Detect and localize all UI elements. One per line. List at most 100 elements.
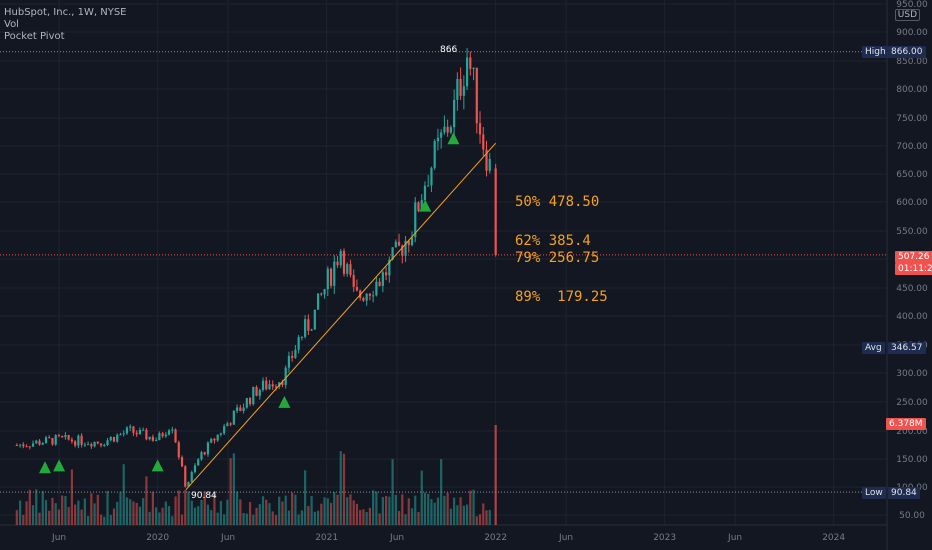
volume-bar (482, 503, 485, 525)
volume-bar (54, 503, 57, 525)
candle-body (404, 240, 407, 256)
candle-body (307, 319, 310, 331)
time-tick-4: Jun (389, 533, 404, 543)
candle-body (436, 137, 440, 142)
candle-body (414, 202, 417, 238)
volume-bar (184, 489, 187, 525)
candle-body (35, 440, 38, 444)
time-tick-0: Jun (51, 533, 66, 543)
candle-body (74, 441, 77, 446)
candle-body (161, 433, 164, 437)
volume-bar (355, 503, 359, 525)
volume-bar (326, 498, 329, 525)
pocket-pivot-signal-4[interactable] (419, 199, 432, 212)
candle-body (57, 435, 61, 437)
candle-body (346, 264, 349, 274)
volume-bar (61, 495, 64, 525)
volume-bar (197, 506, 200, 525)
currency-badge[interactable]: USD (894, 9, 920, 21)
volume-bar (336, 494, 339, 525)
price-tick-5: 700.00 (896, 142, 928, 152)
volume-bar (229, 458, 232, 525)
volume-bar (472, 489, 475, 525)
candle-body (339, 251, 342, 266)
candle-body (184, 466, 187, 487)
candle-body (239, 407, 242, 412)
candle-body (274, 386, 278, 388)
candle-body (443, 126, 446, 133)
volume-bar (423, 492, 427, 525)
fib-89-annotation[interactable]: 89% 179.25 (515, 289, 608, 305)
candle-body (223, 426, 226, 434)
fib-79-annotation[interactable]: 79% 256.75 (515, 250, 600, 266)
candle-body (142, 429, 145, 431)
candle-body (494, 168, 497, 255)
candle-body (401, 245, 404, 256)
candle-body (109, 436, 112, 441)
volume-bar (138, 506, 142, 525)
candle-body (252, 386, 255, 405)
volume-bar (252, 514, 255, 525)
avg-tag-label: Avg (862, 342, 885, 354)
candle-body (155, 440, 158, 442)
volume-bar (235, 491, 239, 525)
candle-body (291, 355, 294, 358)
price-tick-11: 400.00 (896, 312, 928, 322)
candle-body (407, 240, 410, 246)
candle-body (368, 293, 372, 296)
volume-bar (414, 495, 417, 525)
volume-bar (378, 513, 381, 525)
volume-bar (410, 508, 414, 525)
candle-body (106, 440, 109, 446)
trendline[interactable] (185, 142, 497, 491)
price-axis[interactable]: 950.00 900.00 850.00 800.00 750.00 700.00 650.… (896, 0, 928, 521)
volume-bar (320, 503, 323, 525)
volume-bar (200, 499, 203, 525)
volume-bar (349, 494, 352, 525)
fib-62-annotation[interactable]: 62% 385.4 (515, 233, 591, 249)
time-tick-1: 2020 (146, 533, 169, 543)
candle-body (167, 430, 171, 435)
volume-bar (242, 512, 245, 525)
candle-body (410, 237, 414, 246)
candle-body (459, 79, 462, 96)
candle-body (103, 445, 106, 447)
volume-bar (287, 510, 291, 525)
pocket-pivot-signal-0[interactable] (39, 461, 51, 474)
candle-body (456, 79, 459, 100)
time-axis[interactable]: Jun 2020 Jun 2021 Jun 2022 Jun 2023 Jun 2024 (51, 533, 845, 543)
candle-body (38, 440, 41, 445)
volume-bar (485, 510, 488, 525)
candle-body (261, 380, 265, 390)
symbol-title[interactable]: HubSpot, Inc., 1W, NYSE (4, 7, 127, 18)
volume-bar (18, 500, 22, 525)
volume-bar (180, 514, 184, 525)
pocket-pivot-signal-5[interactable] (447, 132, 460, 145)
candle-body (54, 435, 57, 445)
candle-body (375, 281, 378, 296)
volume-indicator-label[interactable]: Vol (4, 19, 19, 30)
price-tick-2: 850.00 (896, 57, 928, 67)
volume-bar (25, 501, 28, 525)
volume-bar (375, 491, 378, 525)
volume-bar (346, 497, 349, 525)
volume-bar (135, 502, 138, 525)
candle-body (310, 329, 313, 331)
pocket-pivot-indicator-label[interactable]: Pocket Pivot (4, 31, 65, 42)
candle-body (372, 295, 375, 297)
pocket-pivot-signal-2[interactable] (151, 459, 164, 472)
time-tick-9: 2024 (822, 533, 845, 543)
price-tick-14: 250.00 (896, 398, 928, 408)
volume-bar (164, 501, 167, 525)
candlestick-series (15, 48, 497, 488)
candle-body (132, 426, 135, 433)
candle-body (342, 251, 346, 274)
volume-bar (38, 512, 41, 525)
pocket-pivot-signal-3[interactable] (278, 395, 291, 408)
volume-bar (384, 495, 388, 525)
pocket-pivot-signal-1[interactable] (53, 459, 66, 472)
high-tag-label: High (862, 46, 889, 58)
candle-body (48, 437, 51, 439)
fib-50-annotation[interactable]: 50% 478.50 (515, 194, 600, 210)
